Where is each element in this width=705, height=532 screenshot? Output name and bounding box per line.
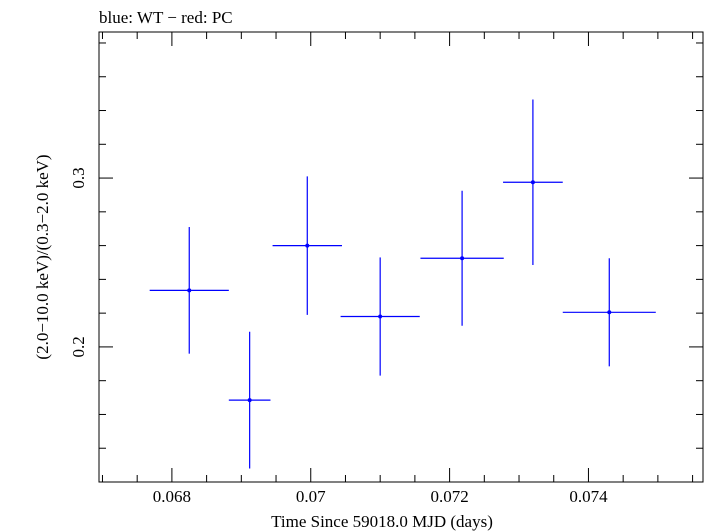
data-marker <box>460 256 465 261</box>
x-tick-label: 0.074 <box>569 487 608 506</box>
data-marker <box>187 288 192 293</box>
y-tick-label: 0.3 <box>69 167 88 188</box>
x-axis-label: Time Since 59018.0 MJD (days) <box>271 512 493 531</box>
chart-title: blue: WT − red: PC <box>99 8 233 27</box>
data-point <box>272 176 342 315</box>
x-tick-label: 0.068 <box>153 487 191 506</box>
data-marker <box>607 310 612 315</box>
y-axis-label: (2.0−10.0 keV)/(0.3−2.0 keV) <box>33 154 52 359</box>
data-marker <box>378 314 383 319</box>
data-point <box>228 331 271 469</box>
data-points <box>149 99 656 469</box>
data-point <box>420 190 504 326</box>
plot-frame <box>98 31 704 483</box>
data-point <box>340 257 420 376</box>
x-tick-label: 0.072 <box>430 487 468 506</box>
data-point <box>562 258 656 367</box>
data-marker <box>247 398 252 403</box>
data-marker <box>305 243 310 248</box>
axis-ticks: 0.068 0.07 0.072 0.074 0.2 0.3 <box>69 32 703 506</box>
data-point <box>149 227 229 354</box>
data-point <box>503 99 563 266</box>
y-tick-label: 0.2 <box>69 336 88 357</box>
data-marker <box>530 180 535 185</box>
x-tick-label: 0.07 <box>296 487 326 506</box>
